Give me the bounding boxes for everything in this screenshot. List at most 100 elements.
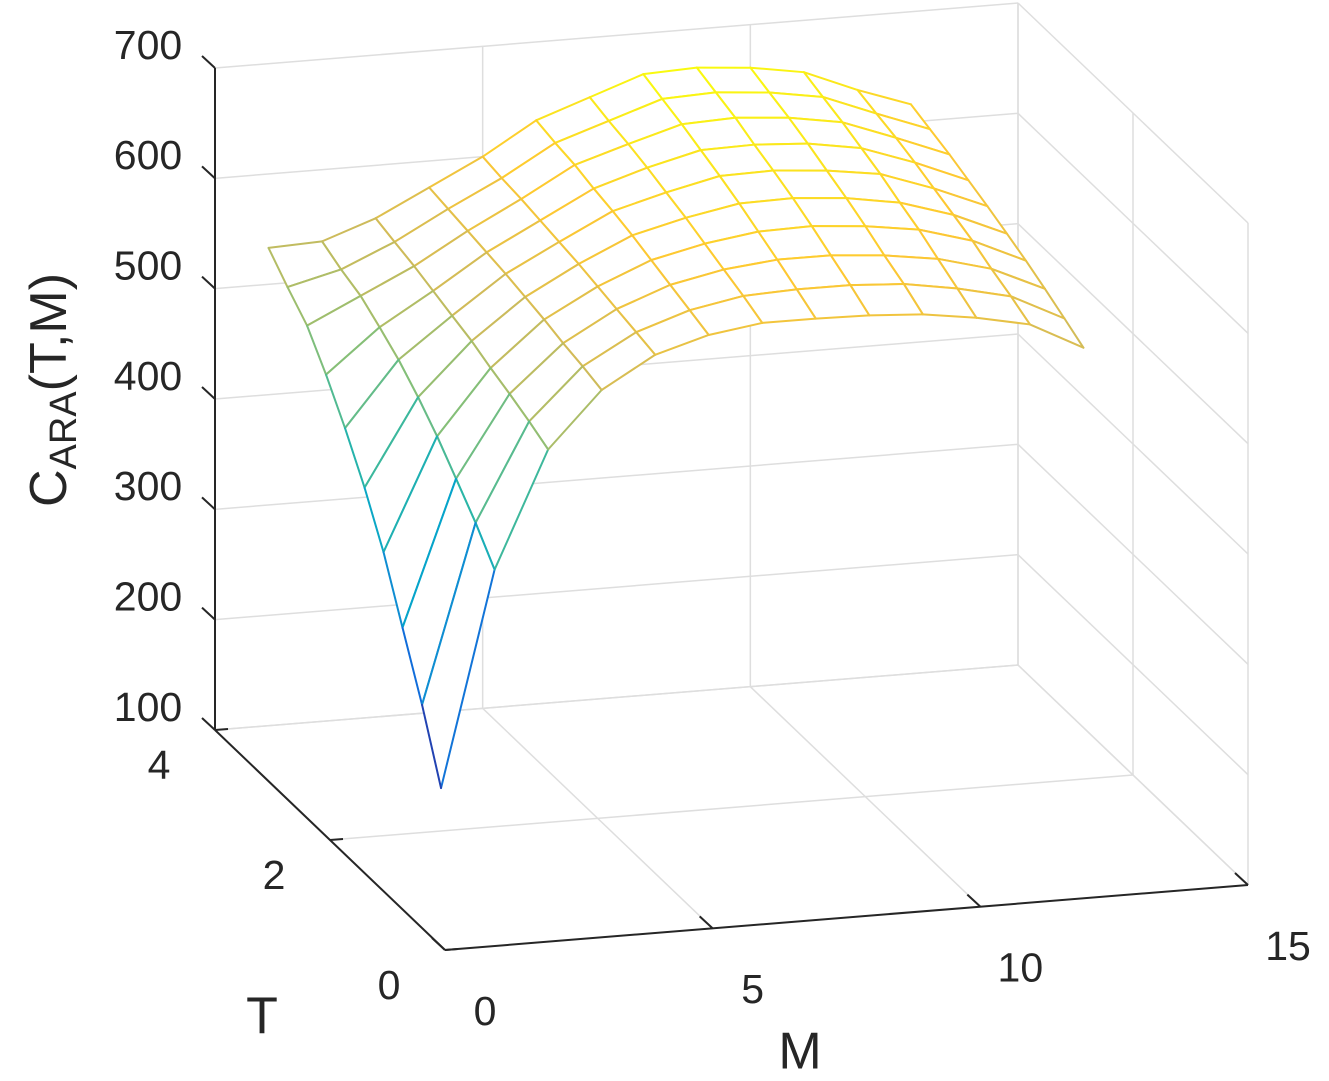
mesh-edge <box>504 272 527 298</box>
mesh-edge <box>821 95 844 124</box>
mesh-face <box>880 174 954 215</box>
mesh-face <box>383 436 457 628</box>
mesh-edge <box>581 331 638 368</box>
mesh-edge <box>948 153 970 182</box>
mesh-edge <box>684 202 741 219</box>
x-axis-title: M <box>778 1023 821 1081</box>
mesh-edge <box>898 201 920 231</box>
z-tick-label: 600 <box>114 132 182 178</box>
grid-line <box>214 664 1019 731</box>
mesh-face <box>467 199 541 253</box>
y-tick <box>329 838 344 841</box>
mesh-edge <box>440 568 496 790</box>
mesh-edge <box>611 210 634 237</box>
mesh-face <box>830 255 904 286</box>
mesh-edge <box>646 166 668 194</box>
mesh-edge <box>742 288 798 297</box>
mesh-edge <box>936 257 959 290</box>
mesh-face <box>501 142 575 200</box>
mesh-edge <box>868 313 924 317</box>
mesh-edge <box>436 435 458 480</box>
mesh-edge <box>504 240 561 275</box>
mesh-edge <box>902 283 924 316</box>
mesh-face <box>529 366 602 450</box>
y-tick-label: 4 <box>148 742 171 788</box>
mesh-face <box>811 226 885 256</box>
x-tick-label: 15 <box>1265 923 1311 969</box>
mesh-edge <box>577 262 599 288</box>
mesh-edge <box>776 254 832 261</box>
mesh-face <box>364 397 438 553</box>
z-tick <box>201 717 216 731</box>
mesh-face <box>743 289 816 323</box>
mesh-edge <box>470 340 492 370</box>
mesh-edge <box>661 97 683 126</box>
mesh-face <box>666 175 740 218</box>
axes: 100 200 300 400 500 600 700 0 2 4 0 5 10 15 <box>114 22 1311 1034</box>
mesh-edge <box>738 197 794 205</box>
mesh-edge <box>592 187 614 213</box>
mesh-edge <box>547 388 603 451</box>
mesh-face <box>418 341 491 437</box>
mesh-face <box>394 208 468 267</box>
mesh-face <box>842 122 915 163</box>
mesh-face <box>777 255 851 290</box>
mesh-edge <box>718 174 741 205</box>
mesh-edge <box>573 163 595 190</box>
mesh-face <box>345 359 419 488</box>
z-tick-label: 400 <box>114 353 182 399</box>
mesh-edge <box>841 121 897 139</box>
mesh-edge <box>539 187 595 222</box>
mesh-edge <box>695 66 717 94</box>
mesh-edge <box>806 142 828 172</box>
mesh-face <box>715 92 789 118</box>
mesh-edge <box>776 258 798 291</box>
mesh-edge <box>321 240 343 271</box>
mesh-face <box>578 235 652 287</box>
mesh-face <box>899 202 973 241</box>
mesh-edge <box>286 286 309 327</box>
mesh-edge <box>825 169 848 200</box>
mesh-edge <box>738 202 760 233</box>
mesh-edge <box>894 136 916 164</box>
mesh-edge <box>669 283 691 312</box>
mesh-edge <box>661 91 717 100</box>
mesh-edge <box>688 294 745 312</box>
mesh-edge <box>718 169 775 177</box>
mesh-face <box>525 263 598 320</box>
mesh-edge <box>932 187 989 208</box>
x-tick <box>698 915 714 930</box>
mesh-edge <box>864 225 886 257</box>
mesh-edge <box>849 283 905 287</box>
mesh-edge <box>1063 317 1085 349</box>
mesh-edge <box>971 239 1027 262</box>
mesh-edge <box>470 295 527 343</box>
mesh-edge <box>588 73 645 99</box>
mesh-edge <box>577 234 634 265</box>
mesh-edge <box>1024 259 1046 290</box>
mesh-face <box>589 74 663 121</box>
mesh-face <box>719 170 793 204</box>
mesh-edge <box>417 396 439 438</box>
mesh-edge <box>883 254 905 286</box>
grid-line <box>1017 554 1249 776</box>
mesh-face <box>704 231 778 270</box>
mesh-edge <box>539 219 561 243</box>
mesh-edge <box>558 240 580 265</box>
mesh-face <box>636 310 709 355</box>
x-tick-label: 10 <box>998 944 1044 990</box>
mesh-edge <box>528 365 584 423</box>
mesh-edge <box>795 288 817 320</box>
mesh-edge <box>607 119 630 146</box>
surface <box>267 66 1085 790</box>
mesh-edge <box>485 251 507 275</box>
mesh-edge <box>990 267 1012 298</box>
mesh-edge <box>489 318 546 370</box>
mesh-edge <box>642 73 664 100</box>
mesh-face <box>758 226 831 260</box>
mesh-edge <box>413 265 435 292</box>
mesh-edge <box>267 246 289 289</box>
mesh-edge <box>535 96 591 122</box>
